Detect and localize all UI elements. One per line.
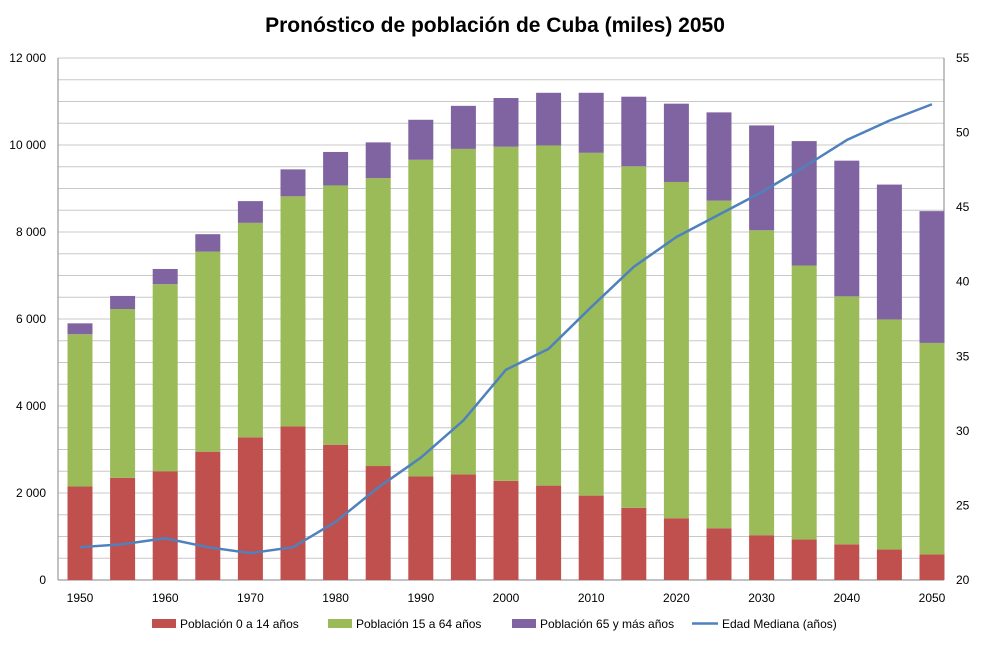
y-left-tick-label: 4 000 [16,399,46,413]
bar-3 [195,234,221,252]
bar-1 [578,495,604,580]
bar-3 [536,92,562,146]
x-tick-label: 2030 [748,591,775,605]
bar-1 [493,480,519,580]
y-left-tick-label: 2 000 [16,486,46,500]
bar-3 [323,151,349,186]
bar-2 [706,200,732,529]
bar-3 [578,92,604,153]
x-tick-label: 2020 [663,591,690,605]
bar-1 [791,539,817,580]
y-left-tick-label: 10 000 [9,138,46,152]
bar-3 [237,201,263,223]
bar-2 [323,185,349,445]
x-tick-label: 2010 [578,591,605,605]
x-tick-label: 2040 [833,591,860,605]
legend-label: Población 65 y más años [540,617,674,631]
x-tick-label: 2050 [919,591,946,605]
legend-swatch [328,619,352,628]
y-left-tick-label: 12 000 [9,51,46,65]
bar-2 [195,251,221,452]
legend-swatch [512,619,536,628]
y-right-tick-label: 40 [956,275,970,289]
y-right-tick-label: 20 [956,573,970,587]
bar-1 [408,476,434,580]
bar-2 [578,152,604,496]
legend-label: Población 0 a 14 años [180,617,299,631]
bar-1 [195,451,221,580]
y-right-tick-label: 45 [956,200,970,214]
y-right-tick-label: 30 [956,424,970,438]
y-right-tick-label: 25 [956,498,970,512]
bar-2 [280,196,306,427]
bar-2 [152,284,178,472]
bar-3 [749,125,775,231]
bar-1 [365,466,391,580]
bar-3 [791,141,817,266]
legend-label: Población 15 a 64 años [356,617,481,631]
bar-2 [536,145,562,486]
bar-3 [493,98,519,147]
y-right-tick-label: 55 [956,51,970,65]
bar-3 [450,105,476,149]
bar-1 [749,535,775,580]
bar-2 [365,178,391,467]
bar-3 [706,112,732,201]
bar-1 [280,426,306,580]
x-tick-label: 2000 [493,591,520,605]
x-tick-label: 1950 [67,591,94,605]
bar-2 [791,265,817,540]
bar-1 [919,554,945,580]
x-tick-label: 1960 [152,591,179,605]
y-left-tick-label: 0 [39,573,46,587]
bar-2 [876,319,902,550]
legend-swatch [152,619,176,628]
bar-1 [450,474,476,580]
bar-1 [706,528,732,580]
bar-3 [280,169,306,197]
x-tick-label: 1990 [407,591,434,605]
bar-3 [834,160,860,297]
bar-1 [237,437,263,580]
bar-1 [621,507,647,580]
bar-1 [110,477,136,580]
bar-3 [919,211,945,343]
bar-2 [749,230,775,536]
series-line [79,103,933,555]
y-right-tick-label: 35 [956,349,970,363]
bar-2 [919,342,945,555]
bar-2 [110,308,136,478]
y-right-tick-label: 50 [956,126,970,140]
bar-3 [876,184,902,320]
bar-1 [323,444,349,580]
bar-2 [237,222,263,438]
bar-2 [67,334,93,487]
bar-2 [408,159,434,477]
bar-1 [876,549,902,580]
bar-2 [450,148,476,475]
bar-3 [365,142,391,179]
bar-3 [152,268,178,285]
legend-label: Edad Mediana (años) [722,617,837,631]
bar-2 [493,146,519,481]
bar-1 [834,544,860,580]
bar-1 [536,485,562,580]
y-left-tick-label: 6 000 [16,312,46,326]
bar-3 [663,103,689,182]
bar-1 [663,518,689,580]
x-tick-label: 1980 [322,591,349,605]
bar-3 [110,295,136,309]
bar-3 [408,119,434,160]
x-tick-label: 1970 [237,591,264,605]
y-left-tick-label: 8 000 [16,225,46,239]
bar-2 [834,296,860,545]
bar-1 [152,471,178,580]
chart-title: Pronóstico de población de Cuba (miles) … [265,14,725,37]
bar-3 [621,96,647,167]
bar-3 [67,323,93,335]
bar-2 [621,166,647,508]
bar-1 [67,486,93,580]
